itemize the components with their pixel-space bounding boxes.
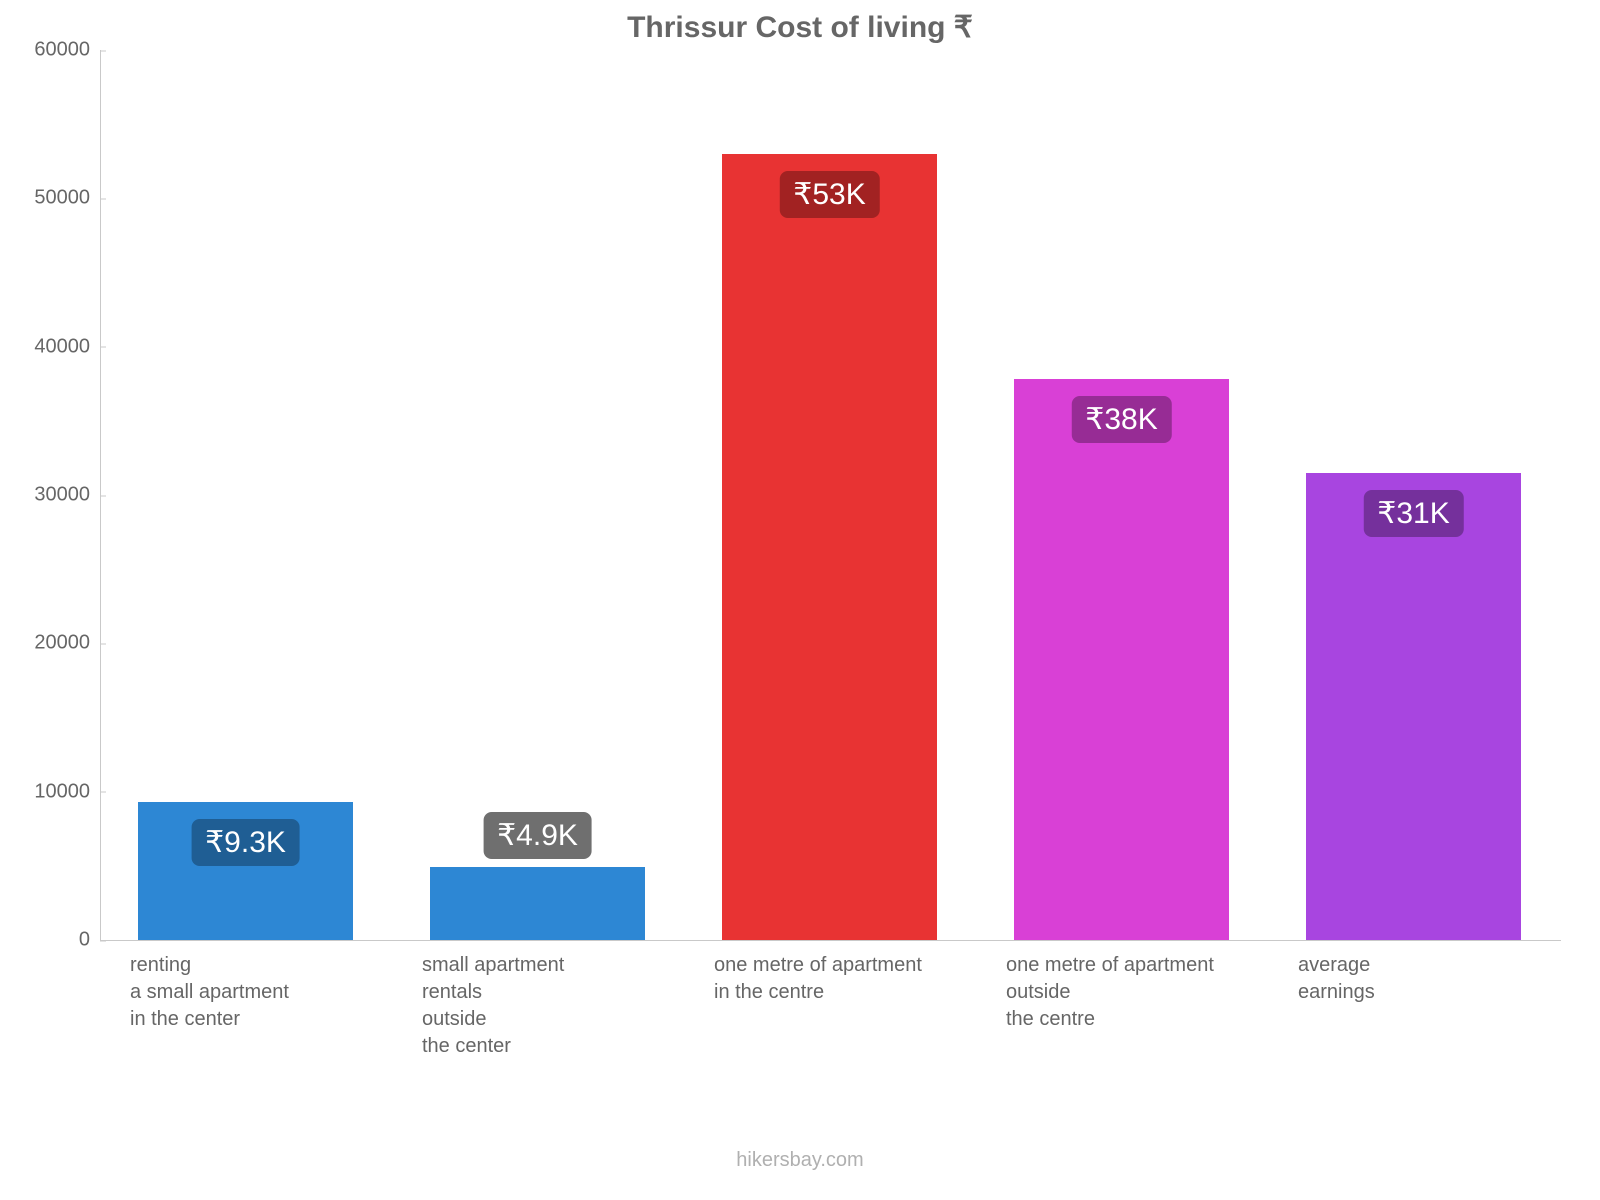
x-category-label: one metre of apartment outside the centr… xyxy=(1006,952,1214,1033)
chart-title: Thrissur Cost of living ₹ xyxy=(0,10,1600,45)
bar xyxy=(430,867,645,940)
y-tick: 40000 xyxy=(30,335,90,358)
y-tick: 20000 xyxy=(30,632,90,655)
y-tick: 50000 xyxy=(30,187,90,210)
y-tick: 0 xyxy=(30,929,90,952)
bar xyxy=(1014,379,1229,940)
bar-value-label: ₹9.3K xyxy=(191,819,300,866)
bar-value-label: ₹53K xyxy=(779,171,879,218)
y-tick: 30000 xyxy=(30,484,90,507)
x-category-label: one metre of apartment in the centre xyxy=(714,952,922,1006)
bar-value-label: ₹31K xyxy=(1363,490,1463,537)
y-tick: 10000 xyxy=(30,780,90,803)
bars-layer: ₹9.3K ₹4.9K ₹53K ₹38K ₹31K xyxy=(101,50,1561,940)
x-category-label: small apartment rentals outside the cent… xyxy=(422,952,564,1060)
x-category-label: average earnings xyxy=(1298,952,1375,1006)
x-category-label: renting a small apartment in the center xyxy=(130,952,289,1033)
bar xyxy=(722,154,937,940)
chart-stage: Thrissur Cost of living ₹ ₹9.3K ₹4.9K ₹53K… xyxy=(0,0,1600,1200)
bar xyxy=(1306,473,1521,940)
bar-value-label: ₹4.9K xyxy=(483,812,592,859)
bar-value-label: ₹38K xyxy=(1071,396,1171,443)
y-tick: 60000 xyxy=(30,39,90,62)
plot-area: ₹9.3K ₹4.9K ₹53K ₹38K ₹31K xyxy=(100,50,1561,941)
footer-credit: hikersbay.com xyxy=(0,1149,1600,1172)
